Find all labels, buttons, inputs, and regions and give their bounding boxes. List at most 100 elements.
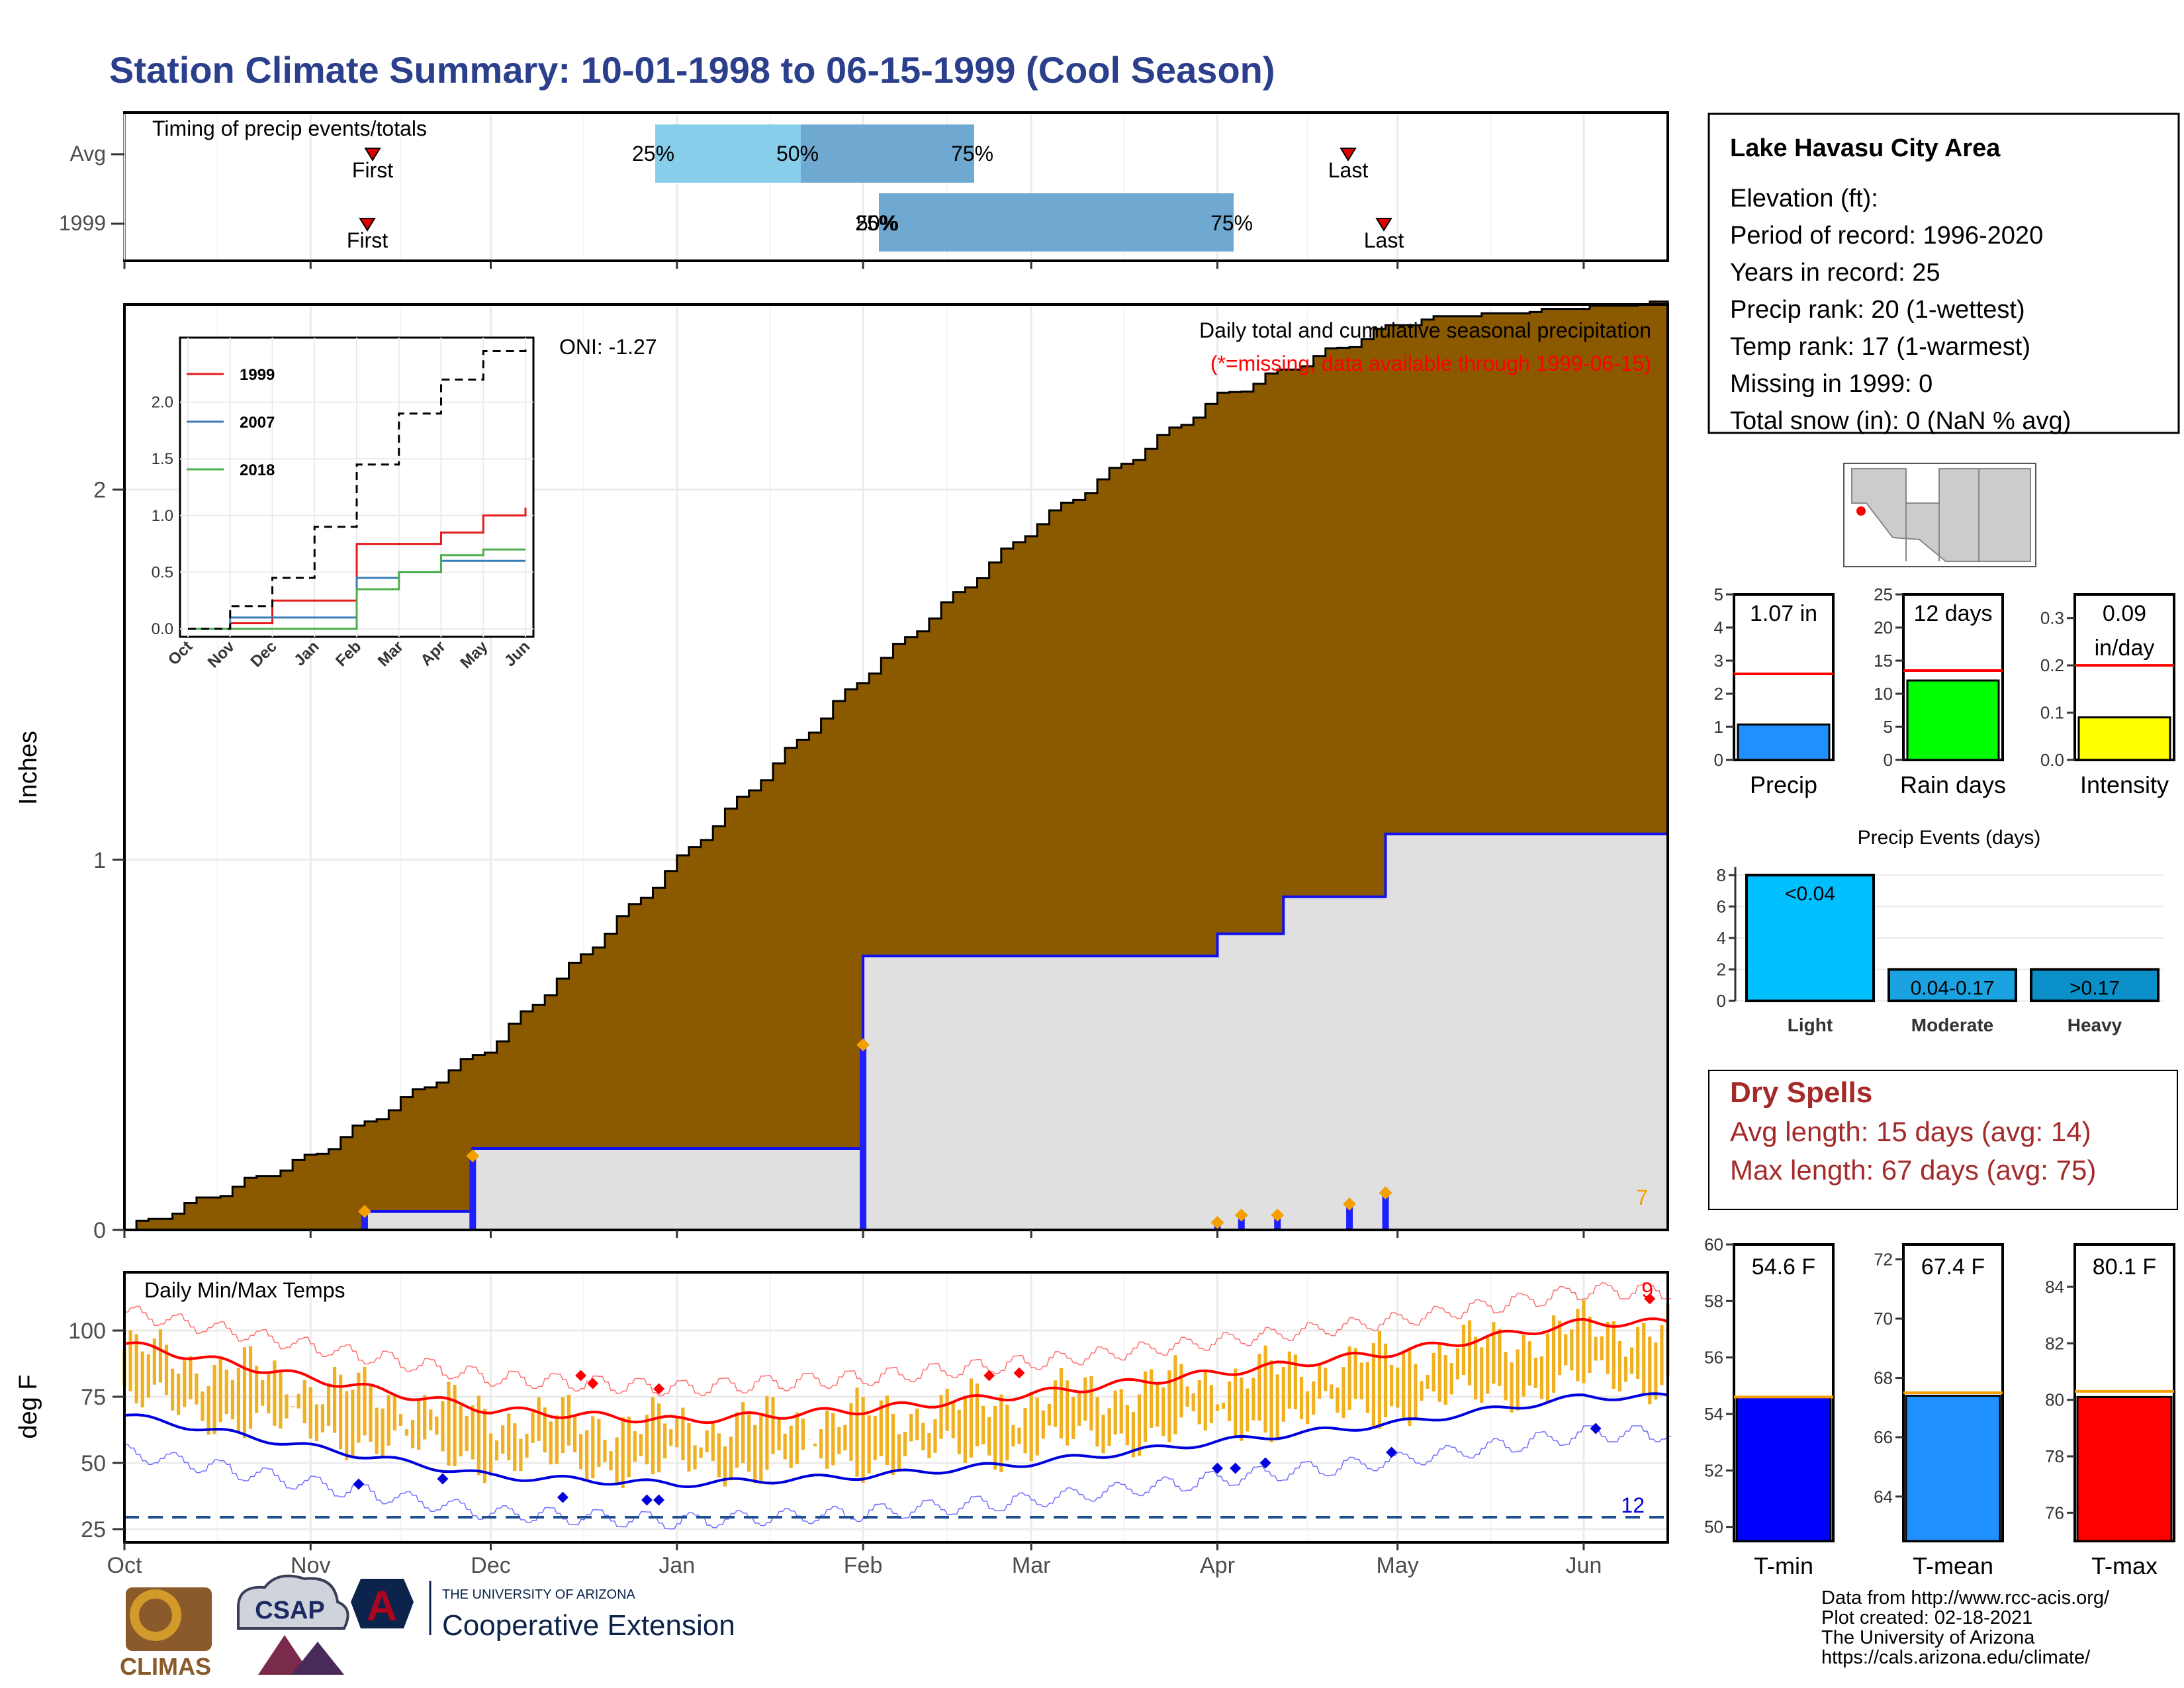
events-y-tick-label: 4 — [1717, 928, 1726, 948]
daily-temp-bar — [1432, 1352, 1435, 1392]
y1999-first-marker — [359, 218, 376, 232]
daily-temp-bar — [1551, 1315, 1556, 1393]
daily-precip-marker — [1271, 1208, 1285, 1222]
daily-temp-bar — [951, 1402, 955, 1438]
daily-temp-bar — [404, 1429, 409, 1436]
temp-title: Daily Min/Max Temps — [144, 1278, 345, 1302]
daily-precip-bar — [1382, 1193, 1389, 1230]
daily-temp-bar — [1156, 1383, 1160, 1427]
mini-y-tick-label: 0.3 — [2040, 608, 2064, 628]
events-y-tick-label: 8 — [1717, 865, 1726, 885]
oni-label: ONI: -1.27 — [559, 335, 657, 359]
temp-summary-y-tick-label: 64 — [1874, 1487, 1893, 1507]
avg-first-label: First — [352, 158, 393, 182]
daily-temp-bar — [831, 1413, 835, 1466]
daily-temp-bar — [183, 1360, 187, 1407]
daily-temp-bar — [1113, 1390, 1117, 1435]
temp-summary-y-tick-label: 78 — [2045, 1446, 2064, 1466]
daily-temp-bar — [1510, 1362, 1514, 1413]
daily-precip-bar — [1274, 1215, 1281, 1230]
daily-temp-bar — [1234, 1368, 1238, 1437]
daily-precip-bar — [1346, 1203, 1353, 1230]
daily-temp-bar — [1449, 1363, 1453, 1395]
daily-temp-bar — [759, 1414, 763, 1484]
temp-count-low: 12 — [1621, 1493, 1645, 1517]
daily-temp-bar — [1011, 1425, 1015, 1447]
daily-temp-bar — [1383, 1343, 1388, 1417]
locator-map — [1843, 463, 2036, 567]
daily-temp-bar — [765, 1395, 769, 1470]
daily-temp-bar — [825, 1410, 829, 1469]
daily-temp-bar — [537, 1397, 541, 1441]
daily-temp-bar — [1612, 1321, 1615, 1389]
daily-temp-bar — [1209, 1385, 1213, 1423]
daily-temp-bar — [212, 1365, 216, 1434]
x-tick-label: Jun — [1566, 1553, 1602, 1578]
footer-line: https://cals.arizona.edu/climate/ — [1821, 1647, 2091, 1668]
daily-temp-bar — [1539, 1356, 1544, 1399]
climas-text: CLIMAS — [120, 1653, 211, 1680]
daily-temp-bar — [1480, 1347, 1484, 1403]
daily-temp-bar — [1137, 1394, 1142, 1456]
daily-temp-bar — [332, 1366, 337, 1433]
daily-temp-bar — [663, 1423, 667, 1459]
record-low-marker — [1211, 1462, 1223, 1474]
daily-temp-bar — [206, 1385, 210, 1435]
temp-summary-value: 80.1 F — [2093, 1254, 2156, 1280]
daily-temp-bar — [1426, 1374, 1430, 1389]
x-tick-label: Apr — [1200, 1553, 1235, 1578]
temp-summary-y-tick-label: 50 — [1704, 1517, 1723, 1537]
daily-temp-bar — [1269, 1360, 1273, 1442]
daily-temp-bar — [1281, 1367, 1285, 1422]
daily-temp-bar — [1089, 1376, 1093, 1431]
daily-temp-bar — [705, 1430, 709, 1452]
daily-temp-bar — [1533, 1357, 1537, 1388]
daily-temp-bar — [669, 1429, 673, 1446]
mini-y-tick-label: 4 — [1714, 618, 1723, 637]
daily-temp-bar — [140, 1351, 144, 1408]
daily-temp-bar — [681, 1407, 685, 1461]
daily-temp-bar — [152, 1338, 156, 1385]
daily-temp-bar — [591, 1416, 595, 1479]
daily-temp-bar — [1287, 1351, 1291, 1409]
cumulative-1999-area — [124, 832, 1669, 1231]
daily-temp-bar — [494, 1440, 499, 1461]
daily-temp-bar — [387, 1395, 390, 1446]
y1999-last-label: Last — [1364, 228, 1404, 252]
mini-y-tick-label: 5 — [1884, 717, 1893, 737]
record-low-marker — [1590, 1423, 1602, 1434]
record-high-marker — [575, 1370, 587, 1382]
daily-temp-bar — [1414, 1364, 1418, 1419]
dry-spells-max: Max length: 67 days (avg: 75) — [1730, 1154, 2096, 1186]
mini-y-tick-label: 25 — [1874, 585, 1893, 604]
daily-temp-bar — [957, 1409, 961, 1454]
y1999-first-label: First — [347, 228, 388, 252]
events-bar-heavy — [2030, 968, 2160, 1002]
station-dot — [1856, 506, 1866, 516]
daily-temp-bar — [255, 1366, 259, 1413]
events-y-tick-label: 6 — [1717, 896, 1726, 916]
daily-temp-bar — [969, 1378, 974, 1458]
events-y-tick-label: 2 — [1717, 959, 1726, 979]
daily-temp-bar — [1059, 1368, 1064, 1439]
daily-temp-bar — [1467, 1320, 1472, 1385]
daily-temp-bar — [453, 1384, 457, 1466]
daily-temp-bar — [1077, 1393, 1081, 1426]
events-bar-text: 0.04-0.17 — [1911, 977, 1995, 999]
daily-temp-bar — [1221, 1402, 1226, 1409]
record-low-marker — [653, 1494, 665, 1506]
daily-temp-bar — [735, 1412, 739, 1468]
daily-temp-bar — [933, 1419, 937, 1453]
daily-temp-bar — [1594, 1336, 1598, 1361]
daily-temp-bar — [585, 1430, 589, 1481]
temp-summary-y-tick-label: 76 — [2045, 1503, 2064, 1523]
mini-y-tick-label: 5 — [1714, 585, 1723, 604]
daily-temp-bar — [1083, 1377, 1087, 1421]
info-line: Missing in 1999: 0 — [1730, 370, 1933, 398]
daily-temp-bar — [1588, 1316, 1592, 1374]
inset-line-1999 — [188, 507, 527, 630]
daily-temp-bar — [447, 1382, 451, 1466]
daily-temp-bar — [1474, 1336, 1478, 1400]
info-box: Lake Havasu City Area Elevation (ft): Per… — [1707, 113, 2180, 435]
daily-temp-bar — [1636, 1327, 1640, 1379]
